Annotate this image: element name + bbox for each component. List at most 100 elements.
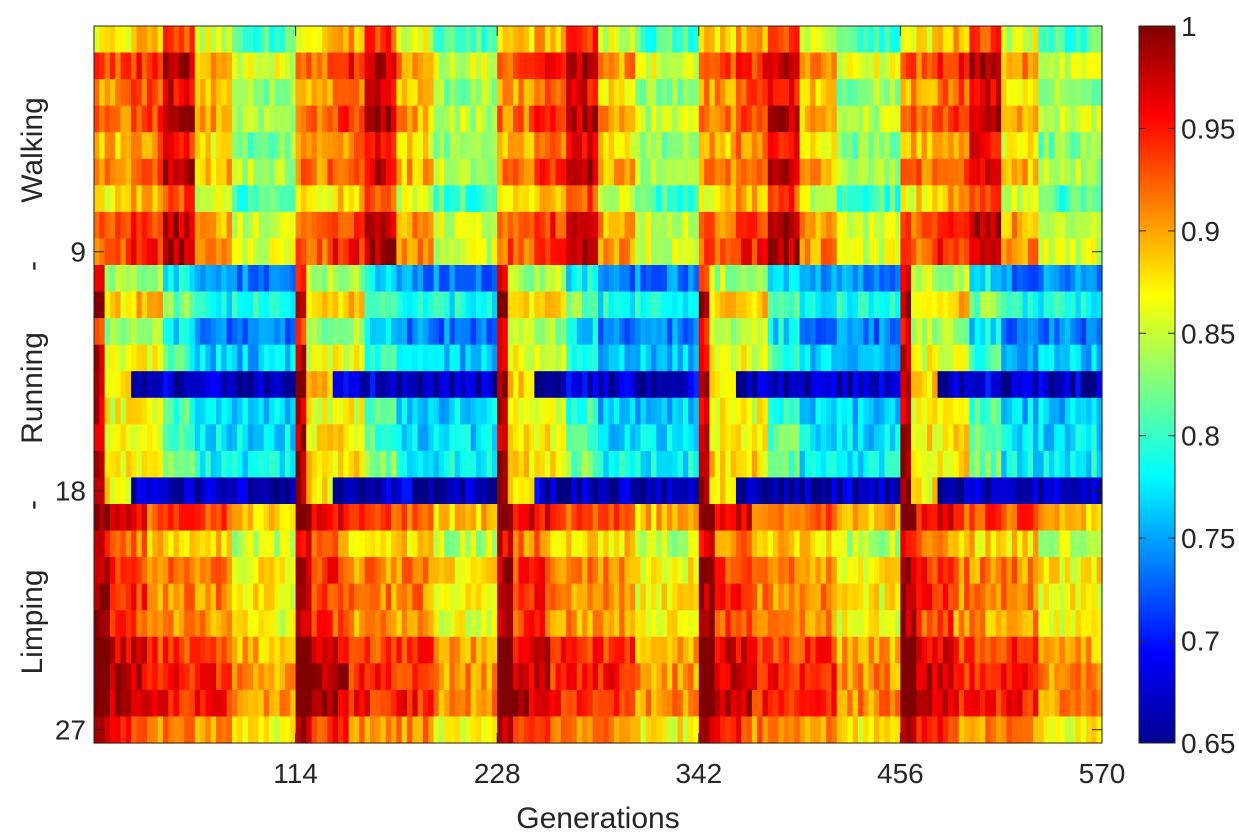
heatmap-cell (619, 158, 626, 186)
heatmap-cell (693, 26, 700, 54)
heatmap-cell (1070, 291, 1077, 319)
heatmap-cell (1096, 557, 1103, 585)
heatmap-cell (635, 158, 642, 186)
heatmap-cell (847, 530, 854, 558)
heatmap-cell (141, 291, 148, 319)
heatmap-cell (200, 238, 207, 266)
heatmap-cell (613, 583, 620, 611)
heatmap-cell (338, 583, 344, 611)
heatmap-cell (698, 636, 705, 664)
heatmap-cell (359, 238, 366, 266)
heatmap-cell (799, 583, 806, 611)
heatmap-cell (1064, 291, 1071, 319)
heatmap-cell (709, 211, 716, 240)
heatmap-cell (1054, 291, 1061, 319)
heatmap-cell (534, 132, 541, 160)
heatmap-cell (560, 158, 567, 186)
heatmap-cell (348, 663, 355, 691)
heatmap-cell (523, 265, 530, 293)
heatmap-cell (672, 477, 679, 505)
heatmap-cell (767, 450, 774, 479)
heatmap-cell (608, 158, 615, 186)
heatmap-cell (497, 52, 504, 80)
heatmap-cell (985, 26, 992, 54)
heatmap-cell (592, 450, 599, 479)
heatmap-cell (253, 158, 260, 186)
heatmap-cell (534, 636, 541, 664)
heatmap-cell (783, 211, 790, 240)
heatmap-cell (619, 371, 626, 399)
heatmap-cell (879, 185, 886, 213)
heatmap-cell (682, 583, 689, 611)
heatmap-cell (974, 610, 981, 638)
heatmap-cell (725, 424, 732, 452)
heatmap-cell (115, 132, 122, 160)
heatmap-cell (502, 557, 509, 585)
heatmap-cell (460, 318, 466, 346)
heatmap-cell (391, 716, 397, 744)
heatmap-cell (746, 530, 753, 558)
heatmap-cell (417, 689, 424, 718)
heatmap-cell (274, 477, 281, 505)
heatmap-cell (985, 397, 992, 425)
heatmap-cell (688, 26, 695, 54)
heatmap-cell (730, 504, 737, 532)
heatmap-cell (682, 663, 689, 691)
heatmap-cell (948, 291, 955, 319)
heatmap-cell (184, 557, 191, 585)
heatmap-cell (953, 211, 960, 240)
heatmap-cell (348, 450, 355, 479)
heatmap-cell (555, 265, 562, 293)
heatmap-cell (353, 26, 360, 54)
heatmap-cell (152, 424, 159, 452)
heatmap-cell (1075, 185, 1082, 213)
heatmap-cell (1011, 318, 1018, 346)
heatmap-cell (539, 105, 546, 133)
heatmap-cell (1096, 689, 1103, 718)
heatmap-cell (942, 397, 949, 425)
heatmap-cell (677, 397, 684, 425)
heatmap-cell (428, 663, 435, 691)
heatmap-cell (794, 371, 801, 399)
heatmap-cell (226, 557, 233, 585)
heatmap-cell (391, 105, 397, 133)
heatmap-cell (826, 185, 833, 213)
heatmap-cell (598, 185, 604, 213)
heatmap-cell (94, 185, 100, 213)
heatmap-cell (247, 105, 254, 133)
heatmap-cell (539, 132, 546, 160)
heatmap-cell (895, 52, 901, 80)
heatmap-cell (788, 158, 795, 186)
heatmap-cell (136, 185, 143, 213)
heatmap-cell (741, 26, 748, 54)
heatmap-cell (115, 397, 122, 425)
heatmap-cell (184, 530, 191, 558)
heatmap-cell (911, 52, 917, 80)
heatmap-cell (555, 663, 562, 691)
heatmap-cell (661, 344, 668, 372)
heatmap-cell (974, 397, 981, 425)
heatmap-cell (205, 610, 212, 638)
heatmap-cell (348, 132, 355, 160)
heatmap-cell (788, 636, 795, 664)
heatmap-cell (364, 158, 371, 186)
heatmap-cell (322, 158, 329, 186)
heatmap-cell (375, 583, 382, 611)
heatmap-cell (99, 158, 106, 186)
heatmap-cell (343, 689, 350, 718)
heatmap-cell (974, 211, 981, 240)
heatmap-cell (889, 291, 896, 319)
heatmap-cell (348, 557, 355, 585)
heatmap-cell (428, 371, 435, 399)
heatmap-cell (391, 238, 397, 266)
heatmap-cell (539, 583, 546, 611)
heatmap-cell (714, 105, 721, 133)
heatmap-cell (948, 530, 955, 558)
heatmap-cell (481, 52, 488, 80)
heatmap-cell (194, 477, 201, 505)
heatmap-cell (481, 530, 488, 558)
heatmap-cell (677, 450, 684, 479)
heatmap-cell (109, 583, 116, 611)
heatmap-cell (94, 557, 100, 585)
heatmap-cell (926, 610, 933, 638)
